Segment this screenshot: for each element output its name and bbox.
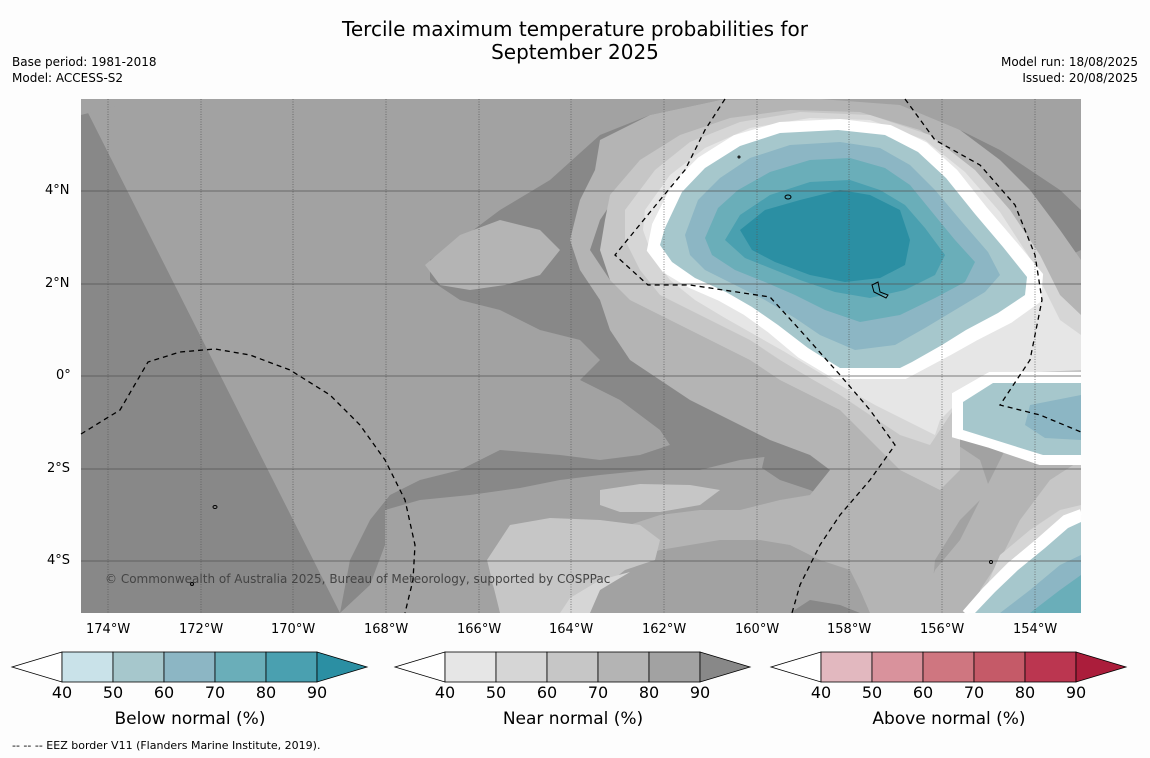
colorbars <box>10 651 1128 683</box>
base-period: Base period: 1981-2018 <box>12 55 157 69</box>
colorbar-swatch <box>820 651 873 683</box>
lon-label: 162°W <box>642 622 687 637</box>
latitude-gridlines <box>81 190 1081 562</box>
colorbar-swatch <box>597 651 650 683</box>
colorbar-extend-low <box>393 651 446 683</box>
colorbar-tick: 70 <box>587 683 609 702</box>
eez-border-west <box>80 348 416 614</box>
colorbar-swatches <box>10 651 369 683</box>
colorbar-swatch <box>495 651 548 683</box>
map-plot-area <box>80 98 1083 615</box>
model-run: Model run: 18/08/2025 <box>1000 55 1138 69</box>
issued-date: Issued: 20/08/2025 <box>1022 71 1138 85</box>
contour-40-main <box>646 118 1044 379</box>
eez-legend: -- -- -- EEZ border V11 (Flanders Marine… <box>12 739 321 752</box>
colorbar-tick: 50 <box>102 683 124 702</box>
model-run-info: Model run: 18/08/2025 Issued: 20/08/2025 <box>1001 54 1138 86</box>
lon-label: 166°W <box>457 622 502 637</box>
colorbar-tick: 60 <box>912 683 934 702</box>
lon-label: 170°W <box>271 622 316 637</box>
colorbar-extend-low <box>769 651 822 683</box>
colorbar-swatch <box>546 651 599 683</box>
colorbar-tick: 90 <box>1065 683 1087 702</box>
longitude-gridlines <box>107 99 1036 613</box>
colorbar-swatch <box>973 651 1026 683</box>
island-jarvis-like <box>784 194 792 200</box>
colorbar-swatch <box>1024 651 1077 683</box>
near-normal-80-upper <box>81 99 160 115</box>
lat-label: 4°N <box>45 183 70 198</box>
colorbar-tick: 80 <box>255 683 277 702</box>
islands <box>190 155 993 586</box>
lon-label: 172°W <box>179 622 224 637</box>
lon-label: 168°W <box>364 622 409 637</box>
colorbar-tick: 70 <box>204 683 226 702</box>
copyright-notice: © Commonwealth of Australia 2025, Bureau… <box>105 572 611 586</box>
lon-label: 158°W <box>827 622 872 637</box>
colorbar-swatch <box>112 651 165 683</box>
model-name: Model: ACCESS-S2 <box>12 71 124 85</box>
map-title: Tercile maximum temperature probabilitie… <box>0 18 1150 64</box>
base-period-info: Base period: 1981-2018 Model: ACCESS-S2 <box>12 54 157 86</box>
near-normal-50-patch-south <box>560 572 630 613</box>
contour-40-east <box>952 372 1081 465</box>
eez-border-east <box>904 98 1082 433</box>
below-normal-east-60 <box>1025 395 1081 440</box>
lat-label: 2°N <box>45 276 70 291</box>
colorbar-tick: 80 <box>1014 683 1036 702</box>
colorbar-extend-high <box>699 651 752 683</box>
colorbar-tick: 60 <box>536 683 558 702</box>
colorbar-extend-high <box>316 651 369 683</box>
title-line-1: Tercile maximum temperature probabilitie… <box>342 17 808 41</box>
colorbar-title-near: Near normal (%) <box>502 709 644 729</box>
colorbar-swatches <box>769 651 1128 683</box>
colorbar-tick: 40 <box>810 683 832 702</box>
colorbar-extend-low <box>10 651 63 683</box>
colorbar-swatch <box>648 651 701 683</box>
below-normal-se-70 <box>1030 575 1081 613</box>
lat-label: 0° <box>56 368 71 383</box>
lon-label: 156°W <box>920 622 965 637</box>
near-normal-90-patch-bottom <box>790 600 860 613</box>
island-small-b <box>190 582 194 586</box>
island-kiritimati <box>871 281 889 299</box>
near-normal-60-patch-south <box>487 518 660 613</box>
colorbar-tick: 50 <box>861 683 883 702</box>
colorbar-tick: 40 <box>434 683 456 702</box>
colorbar-swatch <box>163 651 216 683</box>
eez-borders <box>80 98 1082 614</box>
island-small-d <box>737 155 741 159</box>
colorbar-swatch <box>265 651 318 683</box>
near-normal-70-patch <box>425 220 560 290</box>
lat-label: 4°S <box>47 553 71 568</box>
island-small-a <box>212 505 218 509</box>
below-normal-90-region <box>740 190 910 282</box>
lon-label: 164°W <box>549 622 594 637</box>
colorbar-tick: 90 <box>689 683 711 702</box>
contour-40-southeast <box>962 509 1083 615</box>
lon-label: 174°W <box>86 622 131 637</box>
title-line-2: September 2025 <box>491 40 659 64</box>
colorbar-tick: 50 <box>485 683 507 702</box>
colorbar-swatch <box>444 651 497 683</box>
near-normal-60-patch-mid <box>600 484 720 512</box>
colorbar-swatches <box>393 651 752 683</box>
colorbar-tick: 70 <box>963 683 985 702</box>
colorbar-tick: 40 <box>51 683 73 702</box>
colorbar-tick: 90 <box>306 683 328 702</box>
colorbar-extend-high <box>1075 651 1128 683</box>
lat-label: 2°S <box>47 461 71 476</box>
lon-label: 160°W <box>735 622 780 637</box>
colorbar-swatch <box>61 651 114 683</box>
island-small-c <box>989 560 993 564</box>
colorbar-tick: 80 <box>638 683 660 702</box>
colorbar-swatch <box>922 651 975 683</box>
lon-label: 154°W <box>1013 622 1058 637</box>
colorbar-tick: 60 <box>153 683 175 702</box>
colorbar-swatch <box>871 651 924 683</box>
colorbar-title-above: Above normal (%) <box>872 709 1026 729</box>
colorbar-title-below: Below normal (%) <box>114 709 266 729</box>
colorbar-swatch <box>214 651 267 683</box>
